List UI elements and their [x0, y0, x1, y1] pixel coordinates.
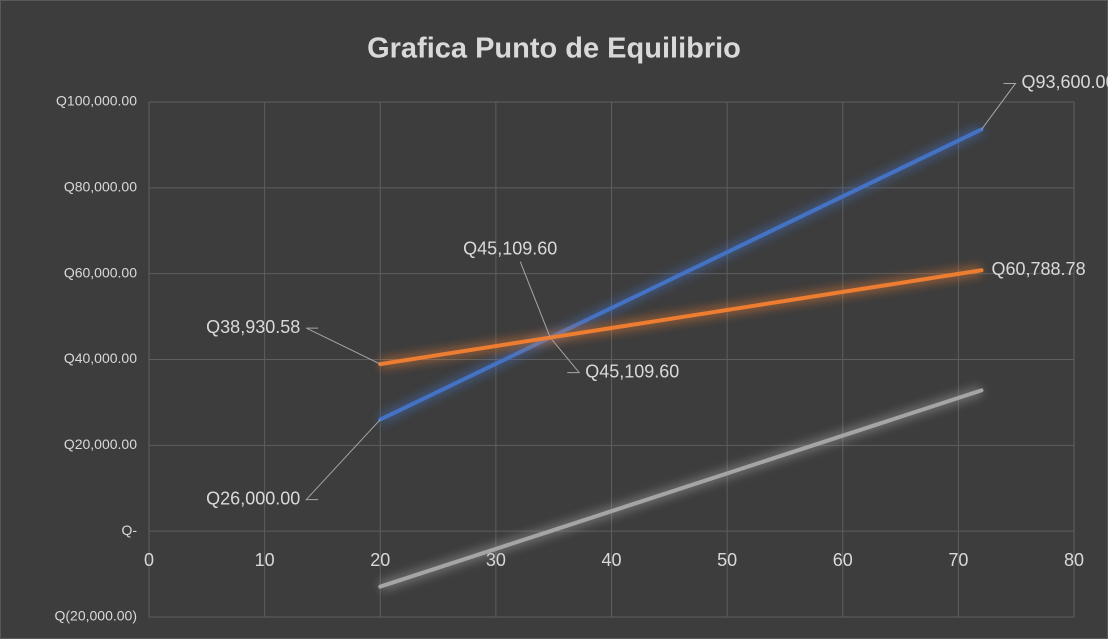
x-tick-label: 40: [601, 550, 621, 570]
x-tick-label: 50: [717, 550, 737, 570]
data-label: Q45,109.60: [463, 238, 557, 258]
x-tick-label: 0: [144, 550, 154, 570]
series-line: [378, 388, 984, 589]
data-label: Q26,000.00: [206, 488, 300, 508]
y-tick-label: Q-: [121, 522, 137, 538]
x-tick-label: 80: [1064, 550, 1084, 570]
x-tick-label: 60: [833, 550, 853, 570]
leader-line: [549, 337, 581, 374]
x-tick-label: 70: [948, 550, 968, 570]
chart-title: Grafica Punto de Equilibrio: [367, 33, 741, 65]
leader-line: [519, 261, 551, 338]
x-tick-label: 10: [255, 550, 275, 570]
leader-line: [305, 419, 381, 501]
y-tick-label: Q60,000.00: [64, 264, 137, 280]
data-label: Q38,930.58: [206, 317, 300, 337]
data-label: Q93,600.00: [1022, 72, 1108, 92]
leader-line: [306, 327, 381, 365]
y-tick-label: Q100,000.00: [56, 93, 137, 109]
data-label: Q45,109.60: [585, 361, 679, 381]
data-label: Q60,788.78: [992, 259, 1086, 279]
y-tick-label: Q80,000.00: [64, 179, 137, 195]
y-tick-label: Q(20,000.00): [55, 608, 138, 624]
x-tick-label: 20: [370, 550, 390, 570]
leader-line: [981, 82, 1017, 130]
y-tick-label: Q20,000.00: [64, 436, 137, 452]
y-tick-label: Q40,000.00: [64, 350, 137, 366]
